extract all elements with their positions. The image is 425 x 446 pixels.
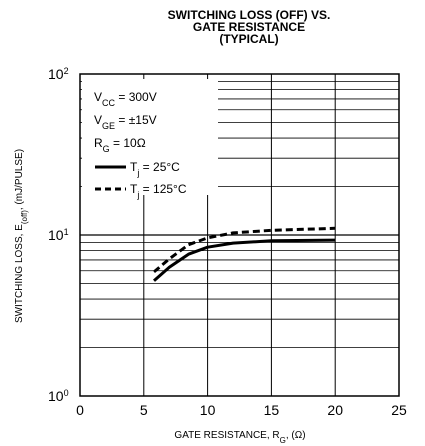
plot-frame [79, 73, 400, 397]
series-lines [153, 226, 336, 282]
x-tick-label: 15 [264, 402, 280, 418]
chart-title-line: GATE RESISTANCE [193, 20, 305, 34]
x-axis-label-text: GATE RESISTANCE, RG, (Ω) [174, 430, 305, 445]
series-line [153, 238, 336, 282]
y-tick-label: 102 [48, 66, 69, 82]
x-tick-label: 0 [76, 402, 84, 418]
legend-entry: Tj = 125°C [130, 182, 187, 200]
x-tick-labels: 0 5 10 15 20 25 [76, 402, 407, 418]
y-axis-label-text: SWITCHING LOSS, E(off), (mJ/PULSE) [14, 149, 29, 323]
chart-title-line: (TYPICAL) [219, 32, 278, 46]
chart-title: SWITCHING LOSS (OFF) VS.GATE RESISTANCE(… [168, 8, 331, 46]
legend-condition: VCC = 300V [94, 90, 157, 108]
x-tick-label: 5 [140, 402, 148, 418]
x-tick-label: 10 [200, 402, 216, 418]
x-axis-label: GATE RESISTANCE, RG, (Ω) [174, 430, 305, 445]
x-tick-label: 25 [391, 402, 407, 418]
legend: VCC = 300V VGE = ±15V RG = 10Ω Tj = 25°C Tj … [94, 90, 187, 200]
x-tick-label: 20 [327, 402, 343, 418]
legend-condition: RG = 10Ω [94, 136, 146, 154]
y-tick-label: 101 [48, 227, 69, 243]
legend-condition: VGE = ±15V [94, 113, 157, 131]
chart-title-line: SWITCHING LOSS (OFF) VS. [168, 8, 331, 22]
legend-box [82, 79, 218, 195]
y-tick-label: 100 [48, 388, 69, 404]
y-axis-label: SWITCHING LOSS, E(off), (mJ/PULSE) [14, 149, 29, 323]
y-tick-labels: 100 101 102 [48, 66, 69, 404]
legend-entry: Tj = 25°C [130, 160, 180, 178]
